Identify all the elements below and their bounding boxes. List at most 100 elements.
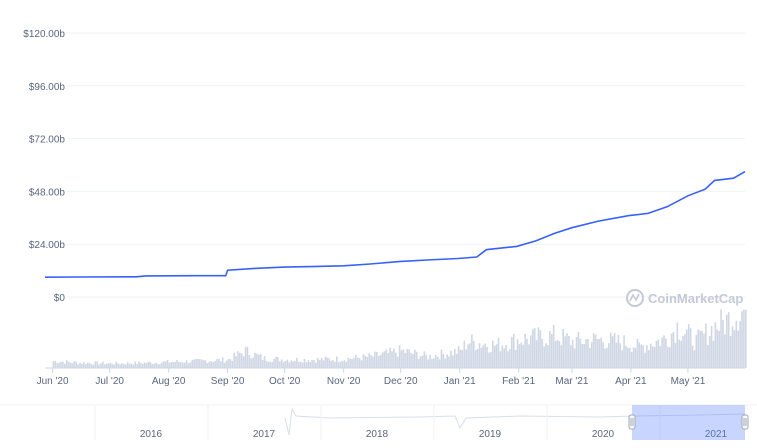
volume-bar: [56, 363, 59, 368]
volume-bar: [676, 322, 679, 368]
range-navigator[interactable]: 2016 2017 2018 2019 2020 2021: [0, 404, 757, 440]
volume-bar: [497, 337, 500, 368]
volume-bar: [145, 363, 148, 368]
navigator-handle[interactable]: [741, 414, 749, 430]
volume-bar: [596, 339, 599, 368]
volume-bar: [75, 361, 78, 368]
volume-bar: [570, 345, 572, 368]
volume-bar: [366, 356, 369, 368]
volume-bar: [119, 364, 121, 368]
volume-bar: [254, 352, 256, 368]
volume-bar: [200, 359, 203, 368]
navigator-year-label: 2020: [592, 429, 615, 440]
volume-bar: [79, 362, 81, 368]
volume-bar: [625, 345, 627, 368]
volume-bar: [233, 352, 235, 368]
navigator-year-label: 2018: [366, 429, 389, 440]
volume-bar: [370, 355, 372, 368]
volume-bar: [398, 345, 401, 368]
volume-bar: [349, 358, 351, 368]
volume-bar: [518, 344, 521, 368]
volume-bar: [535, 340, 538, 368]
volume-bar: [86, 362, 89, 368]
volume-bar: [204, 360, 207, 368]
volume-bar: [554, 341, 557, 368]
navigator-year-label: 2016: [140, 429, 163, 440]
volume-bar: [220, 361, 222, 368]
y-tick-label: $24.00b: [29, 240, 66, 251]
navigator-year-label: 2019: [479, 429, 502, 440]
volume-bar: [729, 336, 732, 368]
volume-bar: [130, 363, 133, 368]
volume-bar: [372, 356, 374, 368]
volume-bar: [176, 360, 178, 368]
volume-bar: [339, 361, 342, 368]
navigator-selection[interactable]: [632, 405, 745, 440]
volume-bar: [417, 359, 420, 368]
volume-bar: [737, 330, 739, 368]
volume-bar: [531, 329, 534, 368]
volume-bar: [318, 359, 321, 368]
volume-bar: [634, 348, 637, 368]
volume-bar: [317, 357, 319, 368]
volume-bar: [109, 362, 112, 368]
volume-bar: [689, 328, 692, 368]
volume-bar: [52, 361, 55, 368]
y-tick-label: $0: [54, 293, 66, 304]
volume-bar: [520, 342, 523, 368]
volume-bar: [739, 321, 741, 368]
volume-bar: [330, 360, 332, 368]
volume-bar: [164, 361, 167, 368]
volume-bar: [674, 342, 677, 368]
volume-bar: [461, 350, 464, 368]
volume-bar: [355, 354, 357, 368]
volume-bar: [178, 361, 180, 368]
volume-bar: [313, 360, 315, 368]
x-tick-label: Feb '21: [502, 376, 535, 387]
volume-bar: [297, 361, 300, 368]
volume-bar: [343, 360, 346, 368]
volume-bar: [132, 364, 135, 368]
volume-bar: [545, 343, 547, 368]
volume-bar: [649, 343, 652, 368]
volume-bar: [195, 358, 197, 368]
volume-bar: [697, 329, 700, 368]
volume-bar: [414, 349, 416, 368]
volume-bar: [482, 345, 485, 368]
volume-bar: [684, 334, 686, 368]
volume-bar: [140, 363, 142, 368]
volume-bar: [189, 362, 192, 368]
navigator-handle[interactable]: [628, 414, 636, 430]
volume-bar: [448, 356, 450, 368]
volume-bar: [256, 353, 258, 368]
volume-bar: [273, 358, 275, 368]
volume-bar: [433, 358, 435, 368]
volume-bar: [225, 360, 228, 368]
volume-bar: [223, 362, 226, 368]
x-tick-label: Dec '20: [384, 376, 418, 387]
volume-bar: [638, 342, 641, 368]
volume-bar: [197, 358, 199, 368]
volume-bar: [550, 334, 553, 368]
coinmarketcap-logo-mark: [629, 293, 640, 302]
volume-bar: [539, 330, 542, 368]
volume-bar: [128, 363, 131, 368]
volume-bar: [334, 361, 336, 368]
volume-bar: [653, 346, 656, 368]
volume-bar: [733, 329, 736, 368]
volume-bar: [566, 333, 568, 368]
volume-bar: [193, 359, 195, 368]
volume-bar: [615, 342, 618, 368]
volume-bar: [105, 363, 108, 368]
y-tick-label: $72.00b: [29, 135, 66, 146]
volume-bar: [296, 357, 298, 368]
volume-bar: [347, 357, 350, 368]
volume-bar: [124, 364, 127, 368]
volume-bar: [647, 350, 650, 368]
volume-bar: [126, 362, 129, 368]
volume-bar: [727, 312, 730, 368]
volume-bar: [499, 351, 502, 368]
volume-bar: [530, 335, 532, 368]
volume-bar: [84, 364, 87, 368]
